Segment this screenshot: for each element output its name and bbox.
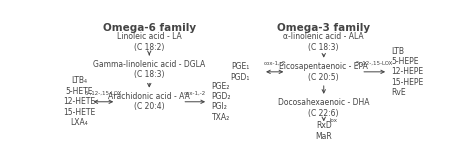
Text: Arachidonic acid - AA
(C 20:4): Arachidonic acid - AA (C 20:4) — [109, 92, 190, 111]
Text: cox-1,-2: cox-1,-2 — [264, 61, 286, 66]
Text: 5-,12-,15-LOX: 5-,12-,15-LOX — [356, 61, 393, 66]
Text: Omega-3 family: Omega-3 family — [277, 23, 370, 33]
Text: PGE₂
PGD₂
PGI₂
TXA₂: PGE₂ PGD₂ PGI₂ TXA₂ — [212, 82, 231, 122]
Text: Eicosapentaenoic - EPA
(C 20:5): Eicosapentaenoic - EPA (C 20:5) — [279, 62, 368, 81]
Text: lox: lox — [329, 118, 337, 123]
Text: Omega-6 family: Omega-6 family — [103, 23, 196, 33]
Text: Docosahexaenoic - DHA
(C 22:6): Docosahexaenoic - DHA (C 22:6) — [278, 98, 370, 118]
Text: Gamma-linolenic acid - DGLA
(C 18:3): Gamma-linolenic acid - DGLA (C 18:3) — [93, 60, 205, 79]
Text: α-linolenic acid - ALA
(C 18:3): α-linolenic acid - ALA (C 18:3) — [283, 32, 364, 52]
Text: LTB
5-HEPE
12-HEPE
15-HEPE
RvE: LTB 5-HEPE 12-HEPE 15-HEPE RvE — [392, 46, 424, 97]
Text: PGE₁
PGD₁: PGE₁ PGD₁ — [230, 62, 249, 81]
Text: LTB₄
5-HETE
12-HETE
15-HETE
LXA₄: LTB₄ 5-HETE 12-HETE 15-HETE LXA₄ — [64, 76, 96, 127]
Text: cox-1,-2: cox-1,-2 — [184, 91, 206, 96]
Text: RxD
MaR: RxD MaR — [315, 121, 332, 141]
Text: 5-,12-,15-LOX: 5-,12-,15-LOX — [85, 91, 122, 96]
Text: Linoleic acid - LA
(C 18:2): Linoleic acid - LA (C 18:2) — [117, 32, 182, 52]
